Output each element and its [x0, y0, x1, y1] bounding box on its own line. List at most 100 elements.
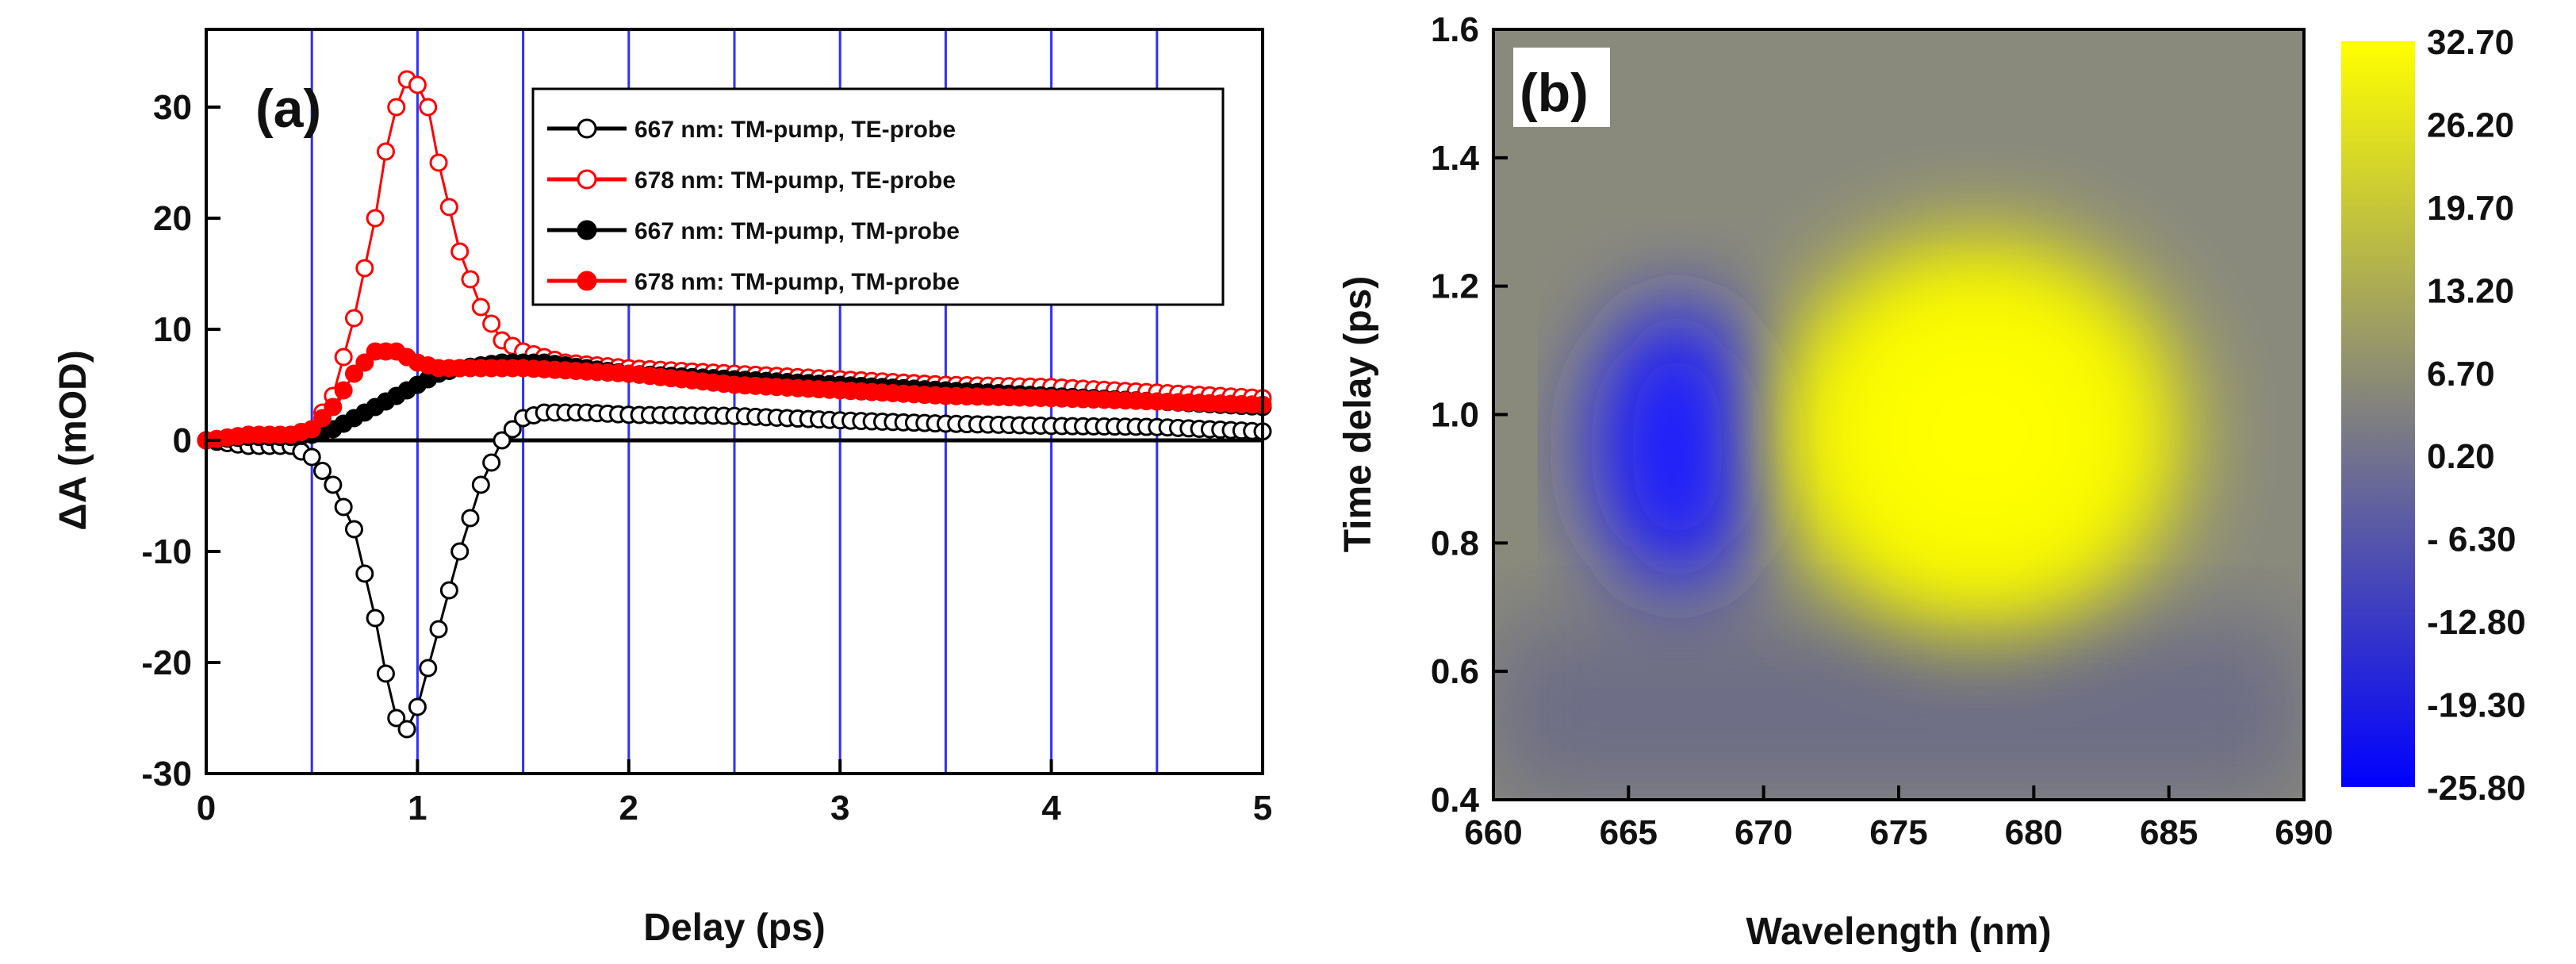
chart-a-point	[461, 509, 480, 528]
chart-a-point	[355, 259, 374, 278]
chart-a-point	[313, 409, 332, 428]
chart-a-y-tick-label: 30	[153, 88, 192, 127]
chart-a-point	[334, 348, 353, 367]
chart-a-point	[376, 142, 395, 161]
chart-a-x-tick-label: 5	[1253, 789, 1272, 828]
chart-b-x-tick-label: 680	[2005, 813, 2063, 852]
chart-b-heatmap-lower-tone	[1493, 619, 2304, 800]
chart-a-point	[355, 353, 374, 372]
chart-a-point	[344, 520, 363, 539]
chart-a-x-tick-label: 3	[830, 789, 849, 828]
chart-a-point	[503, 420, 522, 439]
chart-a-point	[419, 659, 438, 678]
chart-b-colorbar	[2341, 41, 2415, 787]
chart-b-y-axis-label: Time delay (ps)	[1337, 276, 1379, 553]
chart-b-colorbar-label: - 6.30	[2427, 520, 2517, 559]
chart-a-legend: 667 nm: TM-pump, TE-probe 678 nm: TM-pump…	[531, 87, 1225, 306]
chart-a-point	[439, 198, 458, 217]
chart-a-point	[387, 709, 406, 728]
chart-b-y-tick-label: 0.4	[1431, 781, 1480, 820]
chart-b-y-tick-label: 1.6	[1431, 10, 1479, 49]
chart-b-heatmap-maximum-core	[1853, 314, 2107, 553]
chart-a-point	[302, 447, 321, 467]
chart-a-y-tick-label: -20	[141, 643, 192, 682]
chart-b-x-axis-label: Wavelength (nm)	[1746, 911, 2052, 953]
chart-a-point	[302, 420, 321, 439]
chart-a-point	[324, 475, 343, 494]
chart-a-point	[461, 270, 480, 289]
chart-a-x-tick-label: 1	[408, 789, 427, 828]
chart-a-y-tick-label: -10	[141, 532, 192, 571]
chart-b-panel-label-box	[1513, 48, 1610, 127]
chart-a-point	[471, 298, 490, 317]
chart-b-y-tick-label: 0.8	[1431, 524, 1479, 563]
chart-b-y-tick-label: 1.0	[1431, 396, 1479, 435]
chart-a-point	[376, 664, 395, 683]
chart-a-y-ticks: -30 -20 -10 0 10 20 30	[141, 88, 220, 793]
chart-b-x-tick-label: 690	[2275, 813, 2333, 852]
chart-a-panel-label: (a)	[255, 79, 321, 139]
chart-a-x-tick-label: 0	[197, 789, 216, 828]
chart-a-point	[471, 475, 490, 494]
chart-a-point	[408, 697, 427, 716]
chart-a-x-axis-label: Delay (ps)	[643, 907, 825, 949]
chart-a-point	[344, 364, 363, 383]
chart-b-x-ticks: 660 665 670 675 680 685 690	[1464, 785, 2333, 852]
chart-a-point	[366, 209, 385, 228]
chart-b-panel-label: (b)	[1520, 63, 1589, 123]
chart-a-x-tick-label: 2	[619, 789, 638, 828]
chart-a-point	[397, 720, 416, 739]
chart-a-y-tick-label: 20	[153, 199, 192, 238]
chart-a-series-group	[197, 70, 1272, 739]
chart-a-point	[493, 431, 512, 450]
chart-b-x-tick-label: 660	[1464, 813, 1522, 852]
chart-a-point	[334, 381, 353, 400]
chart-a-legend-swatch-marker	[577, 271, 597, 291]
chart-b-y-tick-label: 1.4	[1431, 139, 1480, 178]
chart-b-colorbar-label: 0.20	[2427, 437, 2495, 476]
chart-a-x-tick-label: 4	[1041, 789, 1061, 828]
chart-a-point	[324, 398, 343, 417]
chart-a-legend-box	[531, 87, 1225, 306]
chart-a-legend-entry: 678 nm: TM-pump, TM-probe	[634, 269, 960, 295]
chart-a-series-3	[197, 342, 1272, 450]
chart-a-legend-entry: 678 nm: TM-pump, TE-probe	[634, 167, 956, 194]
chart-b-heatmap-area	[1493, 29, 2304, 800]
chart-a-legend-entry: 667 nm: TM-pump, TM-probe	[634, 218, 960, 244]
chart-a-point	[334, 497, 353, 517]
chart-b-colorbar-label: 32.70	[2427, 23, 2514, 62]
chart-a-legend-swatch-marker	[577, 169, 597, 190]
chart-a-legend-swatch-marker	[577, 220, 597, 240]
chart-a-x-ticks: 0 1 2 3 4 5	[197, 759, 1272, 828]
chart-b-heatmap-minimum	[1589, 303, 1765, 590]
chart-b-colorbar-labels: 32.70 26.20 19.70 13.20 6.70 0.20 - 6.30 -12.80…	[2427, 23, 2526, 808]
chart-b-colorbar-label: 13.20	[2427, 271, 2514, 310]
chart-a-point	[355, 564, 374, 583]
chart-b-y-tick-label: 0.6	[1431, 652, 1479, 691]
chart-b-colorbar-label: 19.70	[2427, 189, 2514, 228]
chart-b-colorbar-label: -19.30	[2427, 686, 2526, 725]
chart-a-y-tick-label: -30	[141, 755, 192, 793]
chart-a-y-axis-label: ΔA (mOD)	[52, 350, 94, 530]
chart-a-y-tick-label: 10	[153, 310, 192, 349]
chart-a-point	[387, 98, 406, 117]
chart-a-point	[344, 309, 363, 328]
chart-b-colorbar-label: 26.20	[2427, 106, 2514, 144]
chart-b-x-tick-label: 685	[2140, 813, 2198, 852]
chart-a-point	[482, 314, 501, 333]
chart-a-point	[482, 453, 501, 472]
chart-a-legend-swatch-marker	[577, 118, 597, 139]
chart-a-plot-frame	[205, 28, 1264, 775]
chart-a-point	[450, 242, 470, 261]
chart-a-point	[429, 153, 448, 172]
chart-a-legend-entry: 667 nm: TM-pump, TE-probe	[634, 117, 956, 143]
chart-b-x-tick-label: 675	[1869, 813, 1927, 852]
chart-a-y-tick-label: 0	[173, 421, 192, 460]
chart-a-point	[313, 462, 332, 480]
chart-a-point	[450, 542, 470, 561]
chart-a-point	[429, 620, 448, 639]
chart-b-colorbar-label: -25.80	[2427, 769, 2526, 808]
chart-b-x-tick-label: 670	[1735, 813, 1792, 852]
chart-b-y-tick-label: 1.2	[1431, 267, 1479, 306]
